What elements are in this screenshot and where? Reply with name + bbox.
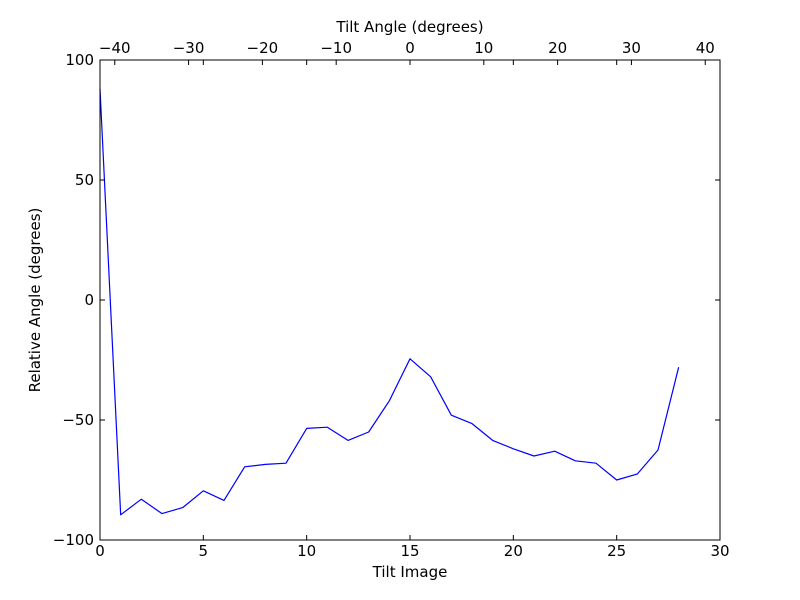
- x-axis-title: Tilt Image: [372, 563, 448, 581]
- x2-tick-label: 0: [405, 39, 415, 57]
- x-tick-label: 20: [504, 542, 523, 560]
- x-tick-label: 15: [400, 542, 419, 560]
- y-tick-label: −50: [62, 411, 94, 429]
- x2-tick-label: −10: [320, 39, 352, 57]
- y-axis-title: Relative Angle (degrees): [26, 208, 44, 393]
- x2-tick-label: 40: [696, 39, 715, 57]
- y-tick-label: 50: [75, 171, 94, 189]
- x-tick-label: 10: [297, 542, 316, 560]
- x-tick-label: 5: [199, 542, 209, 560]
- x2-tick-label: 30: [622, 39, 641, 57]
- y-tick-label: −100: [53, 531, 94, 549]
- y-tick-label: 100: [65, 51, 94, 69]
- y-tick-label: 0: [84, 291, 94, 309]
- x2-tick-label: −30: [173, 39, 205, 57]
- x-tick-label: 25: [607, 542, 626, 560]
- x-tick-label: 0: [95, 542, 105, 560]
- x2-tick-label: −40: [99, 39, 131, 57]
- x2-axis-title: Tilt Angle (degrees): [335, 18, 483, 36]
- series-line-0: [99, 88, 680, 516]
- x2-tick-label: 10: [474, 39, 493, 57]
- x2-tick-label: 20: [548, 39, 567, 57]
- axes-frame: [99, 59, 721, 541]
- x-tick-label: 30: [710, 542, 729, 560]
- x2-tick-label: −20: [247, 39, 279, 57]
- plot-area: [99, 88, 680, 516]
